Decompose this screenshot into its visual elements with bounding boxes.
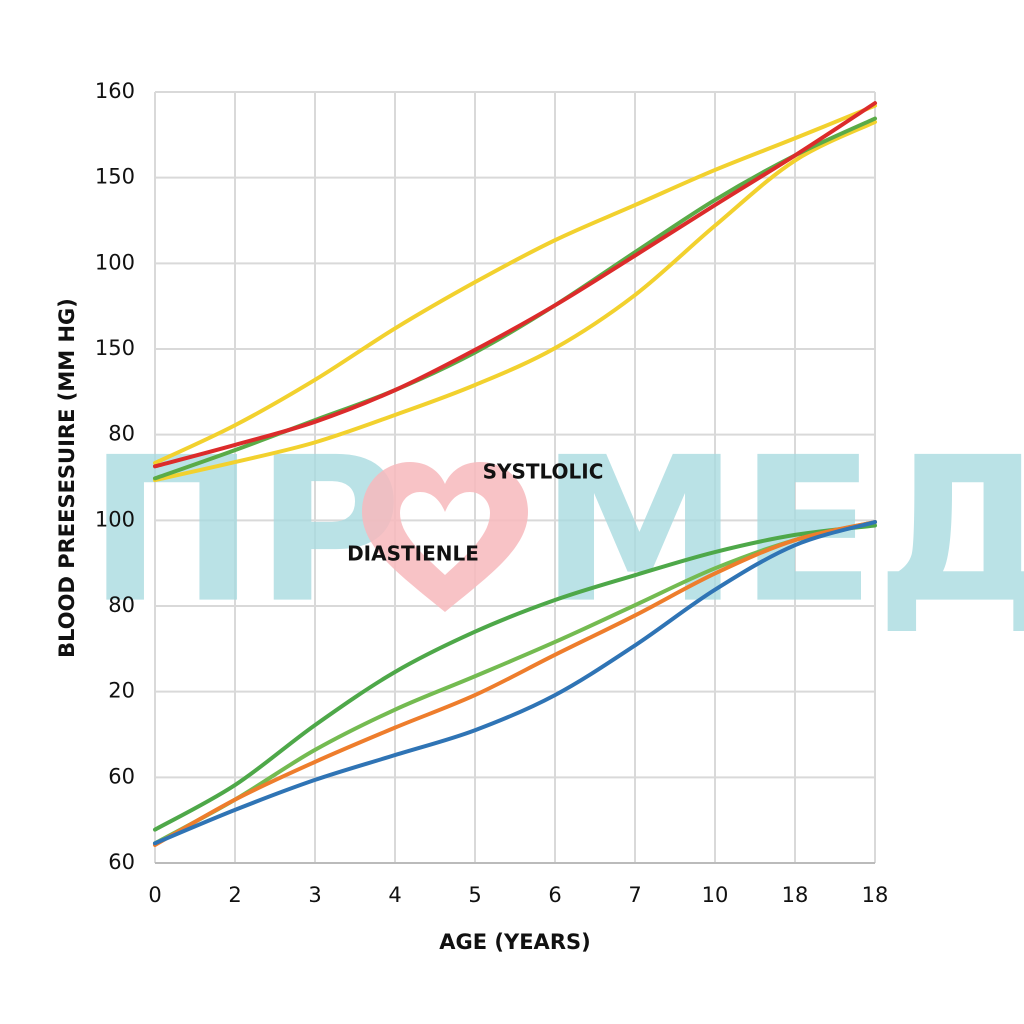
series-line <box>153 520 877 846</box>
watermark-heart <box>362 462 528 612</box>
x-tick-label: 10 <box>702 883 729 907</box>
series-line <box>153 119 877 483</box>
y-tick-label: 60 <box>108 764 135 788</box>
series-line <box>153 520 877 846</box>
y-tick-label: 160 <box>95 79 135 103</box>
series-line <box>153 103 877 465</box>
y-tick-label: 150 <box>95 165 135 189</box>
series-line <box>153 523 877 832</box>
x-tick-label: 3 <box>308 883 321 907</box>
annotation: SYSTLOLIC <box>483 460 604 484</box>
y-axis-label: BLOOD PREESESUIRE (MM HG) <box>55 298 79 658</box>
x-tick-label: 18 <box>782 883 809 907</box>
x-tick-label: 5 <box>468 883 481 907</box>
y-tick-label: 80 <box>108 422 135 446</box>
watermark-text: ПР <box>88 415 402 648</box>
y-tick-label: 100 <box>95 250 135 274</box>
x-tick-label: 18 <box>862 883 889 907</box>
series-line <box>153 101 877 469</box>
watermark: ПР МЕД <box>88 415 1024 648</box>
watermark-text: МЕД <box>540 415 1024 648</box>
annotation: DIASTIENLE <box>347 542 479 566</box>
x-tick-label: 4 <box>388 883 401 907</box>
x-axis-label: AGE (YEARS) <box>439 930 590 954</box>
y-tick-label: 150 <box>95 336 135 360</box>
x-tick-label: 7 <box>628 883 641 907</box>
x-tick-label: 2 <box>228 883 241 907</box>
x-tick-label: 6 <box>548 883 561 907</box>
y-tick-label: 60 <box>108 850 135 874</box>
series-line <box>153 520 877 848</box>
y-tick-label: 80 <box>108 593 135 617</box>
x-tick-label: 0 <box>148 883 161 907</box>
y-tick-label: 20 <box>108 679 135 703</box>
y-tick-label: 100 <box>95 507 135 531</box>
